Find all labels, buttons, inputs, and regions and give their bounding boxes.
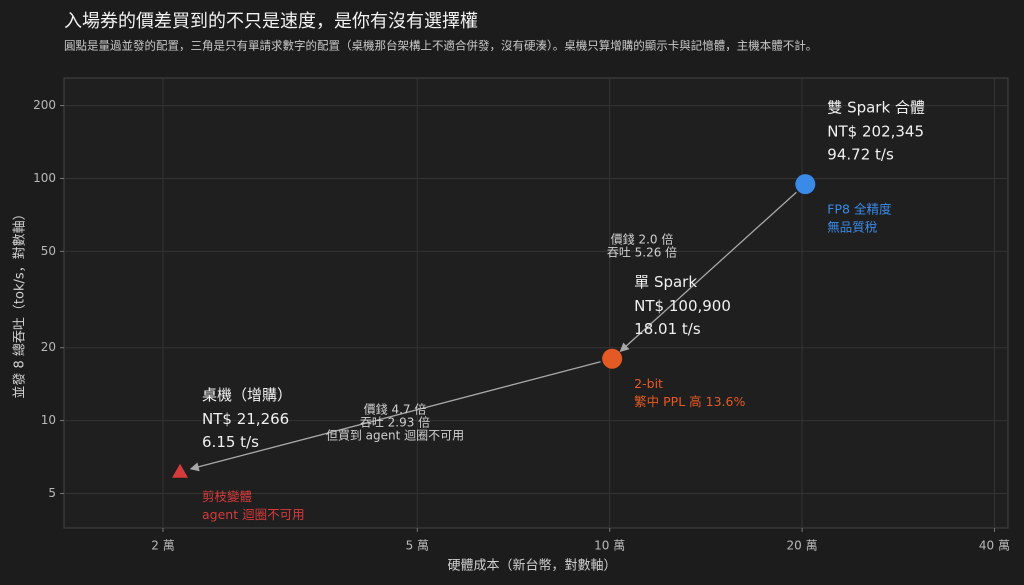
point-note: agent 迴圈不可用 (202, 507, 305, 522)
x-tick-label: 2 萬 (151, 539, 174, 553)
y-tick-label: 20 (41, 340, 56, 354)
point-name: 桌機（增購） (202, 386, 292, 404)
y-tick-label: 5 (48, 486, 56, 500)
point-throughput: 18.01 t/s (634, 320, 701, 338)
y-axis-label: 並發 8 總吞吐（tok/s，對數軸） (12, 207, 28, 398)
comparison-note: 吞吐 2.93 倍 (360, 415, 430, 430)
x-tick-label: 5 萬 (406, 539, 429, 553)
point-name: 單 Spark (634, 273, 697, 291)
y-tick-label: 10 (41, 413, 56, 427)
chart-title: 入場券的價差買到的不只是速度，是你有沒有選擇權 (64, 11, 478, 32)
x-tick-label: 40 萬 (979, 539, 1010, 553)
point (172, 463, 189, 478)
point-note: 無品質稅 (827, 220, 877, 235)
point-note: 剪枝變體 (202, 489, 252, 504)
point-throughput: 94.72 t/s (827, 146, 894, 164)
point-cost: NT$ 100,900 (634, 297, 731, 315)
point-name: 雙 Spark 合體 (827, 99, 925, 117)
comparison-note: 吞吐 5.26 倍 (607, 245, 677, 260)
point (795, 174, 816, 195)
comparison-note: 但買到 agent 迴圈不可用 (326, 429, 464, 443)
point-note: FP8 全精度 (827, 202, 892, 217)
y-tick-label: 200 (33, 98, 56, 112)
point-cost: NT$ 21,266 (202, 410, 289, 428)
plot-area (63, 77, 1009, 529)
point-throughput: 6.15 t/s (202, 433, 259, 451)
arrow (189, 361, 601, 472)
arrow (619, 191, 797, 352)
x-tick-label: 10 萬 (594, 539, 625, 553)
comparison-note: 價錢 2.0 倍 (611, 232, 674, 247)
x-axis-label: 硬體成本（新台幣，對數軸） (447, 558, 616, 574)
y-tick-label: 50 (41, 244, 56, 258)
x-tick-label: 20 萬 (787, 539, 818, 553)
comparison-note: 價錢 4.7 倍 (364, 402, 427, 417)
point-cost: NT$ 202,345 (827, 123, 924, 141)
point-note: 繁中 PPL 高 13.6% (634, 394, 745, 409)
y-tick-label: 100 (33, 171, 56, 185)
point-note: 2-bit (634, 376, 663, 391)
point (602, 348, 623, 369)
chart-subtitle: 圓點是量過並發的配置，三角是只有單請求數字的配置（桌機那台架構上不適合併發，沒有… (64, 39, 817, 53)
